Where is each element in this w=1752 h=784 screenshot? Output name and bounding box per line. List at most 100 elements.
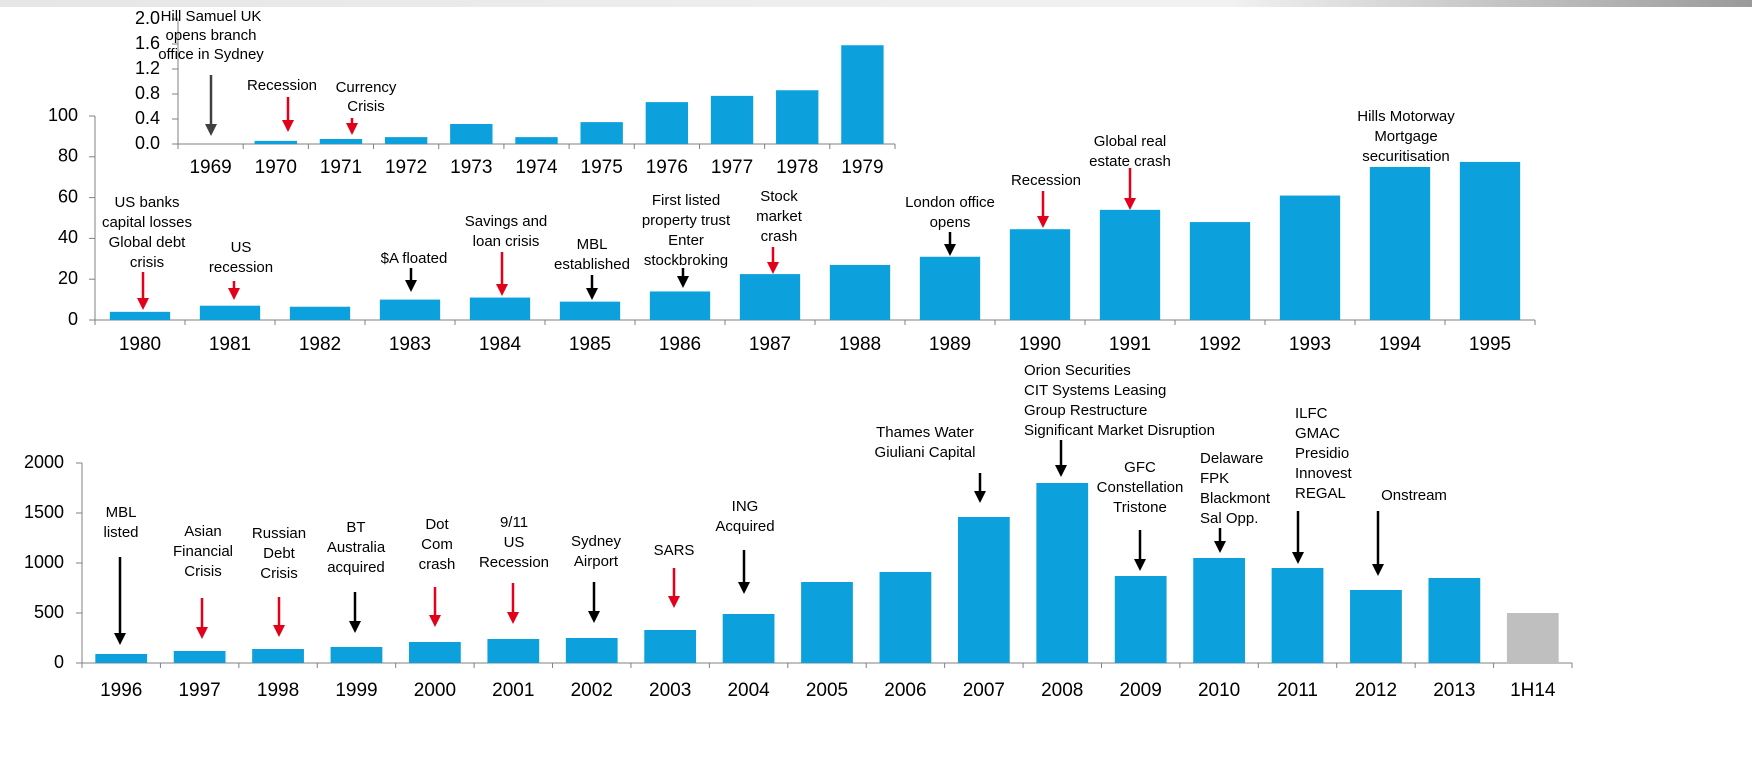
x-tick-label: 1980 <box>119 334 161 355</box>
arrow-head <box>1134 559 1146 571</box>
annotation: US <box>231 239 252 256</box>
bar <box>384 137 428 144</box>
annotation: Currency <box>336 79 397 96</box>
y-tick-label: 1000 <box>24 552 64 572</box>
bar <box>254 140 297 144</box>
annotation: First listed <box>652 192 720 209</box>
annotation: capital losses <box>102 214 192 231</box>
arrow-head <box>1372 564 1384 576</box>
annotation: Enter <box>668 232 704 249</box>
arrow-head <box>1055 465 1067 477</box>
annotation: stockbroking <box>644 252 728 269</box>
x-tick-label: 2001 <box>492 680 534 701</box>
bar <box>559 301 621 320</box>
arrow-head <box>405 280 417 292</box>
top-band <box>0 0 1752 7</box>
bar <box>1350 590 1402 663</box>
x-tick-label: 1975 <box>581 157 623 178</box>
annotation: loan crisis <box>473 233 540 250</box>
bar <box>1279 195 1341 320</box>
bar <box>469 297 531 320</box>
annotation: Orion Securities <box>1024 362 1131 379</box>
annotation: Innovest <box>1295 465 1353 482</box>
bar <box>1271 568 1324 663</box>
x-tick-label: 1972 <box>385 157 427 178</box>
x-tick-label: 1978 <box>776 157 818 178</box>
arrow-head <box>1214 541 1226 553</box>
annotation: Dot <box>425 516 449 533</box>
bar <box>1036 483 1089 663</box>
x-tick-label: 1997 <box>178 680 220 701</box>
bar <box>109 311 171 320</box>
annotation: MBL <box>577 236 608 253</box>
bar <box>515 137 558 144</box>
x-tick-label: 2003 <box>649 680 691 701</box>
x-tick-label: 1985 <box>569 334 611 355</box>
bar <box>173 651 226 663</box>
annotation: Giuliani Capital <box>875 444 976 461</box>
arrow-head <box>282 120 294 132</box>
x-tick-label: 2004 <box>727 680 770 701</box>
bar <box>1193 558 1245 663</box>
y-tick-label: 0.0 <box>135 133 160 153</box>
x-tick-label: 1986 <box>659 334 701 355</box>
bar <box>710 95 754 144</box>
annotation: CIT Systems Leasing <box>1024 382 1166 399</box>
bar <box>1009 229 1071 320</box>
arrow-head <box>273 625 285 637</box>
arrow-head <box>507 612 519 624</box>
bar <box>645 102 689 144</box>
annotation: Recession <box>479 554 549 571</box>
arrow-head <box>346 123 358 135</box>
annotation: estate crash <box>1089 153 1171 170</box>
annotation: Hill Samuel UK <box>161 8 262 25</box>
arrow-head <box>429 615 441 627</box>
x-tick-label: 1983 <box>389 334 431 355</box>
y-tick-label: 0.4 <box>135 108 160 128</box>
annotation: office in Sydney <box>158 46 264 63</box>
annotation: Savings and <box>465 213 548 230</box>
bar <box>1459 161 1521 320</box>
arrow-head <box>677 276 689 288</box>
y-tick-label: 1.2 <box>135 58 160 78</box>
x-tick-label: 1969 <box>189 157 231 178</box>
x-tick-label: 1995 <box>1469 334 1511 355</box>
y-tick-label: 2.0 <box>135 8 160 28</box>
bar <box>829 264 891 320</box>
annotation: property trust <box>642 212 731 229</box>
x-tick-label: 1990 <box>1019 334 1061 355</box>
annotation: crash <box>761 228 798 245</box>
annotation: Significant Market Disruption <box>1024 422 1215 439</box>
y-tick-label: 1.6 <box>135 33 160 53</box>
annotation: opens branch <box>166 27 257 44</box>
x-tick-label: 2012 <box>1355 680 1397 701</box>
annotation: ILFC <box>1295 405 1328 422</box>
arrow-head <box>205 124 217 136</box>
x-tick-label: 2006 <box>884 680 926 701</box>
x-tick-label: 2013 <box>1433 680 1475 701</box>
bar <box>1369 167 1431 320</box>
x-tick-label: 1991 <box>1109 334 1151 355</box>
annotation: Thames Water <box>876 424 974 441</box>
annotation: Tristone <box>1113 499 1167 516</box>
annotation: Sydney <box>571 533 622 550</box>
y-tick-label: 0 <box>68 309 78 329</box>
bar <box>1099 209 1161 320</box>
annotation: REGAL <box>1295 485 1346 502</box>
annotation: Airport <box>574 553 619 570</box>
arrow-head <box>738 582 750 594</box>
annotation: Global debt <box>109 234 187 251</box>
annotation: Debt <box>263 545 296 562</box>
annotation: Global real <box>1094 133 1167 150</box>
bar <box>1506 613 1559 663</box>
y-tick-label: 2000 <box>24 452 64 472</box>
bar <box>801 582 853 663</box>
bar <box>841 45 884 144</box>
annotation: US banks <box>114 194 179 211</box>
annotation: Australia <box>327 539 386 556</box>
bar <box>1114 576 1167 663</box>
annotation: market <box>756 208 803 225</box>
y-tick-label: 500 <box>34 602 64 622</box>
annotation: Acquired <box>715 518 774 535</box>
arrow-head <box>1292 552 1304 564</box>
